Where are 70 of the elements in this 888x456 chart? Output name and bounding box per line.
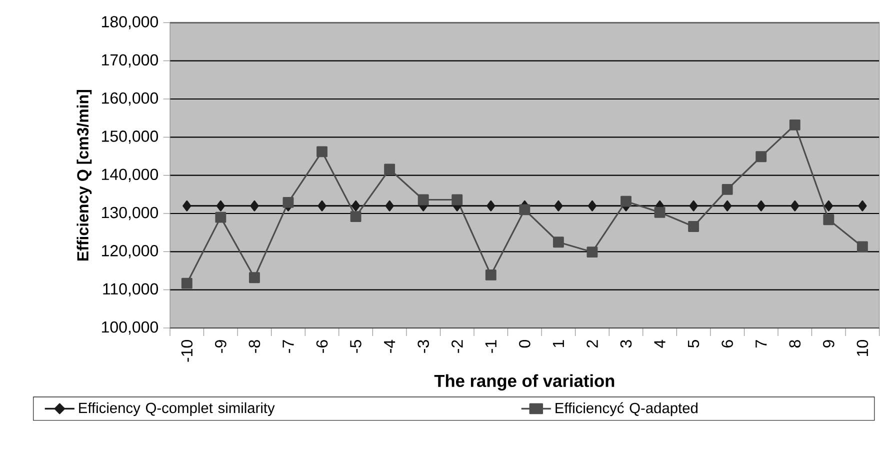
x-tick-label: -7 [282, 340, 294, 353]
point [182, 200, 192, 212]
y-tick-label: 180,000 [102, 16, 158, 30]
x-tick-label: 7 [756, 340, 767, 348]
legend-label: Efficiencyć Q-adapted [556, 402, 698, 416]
point [418, 194, 429, 206]
point [351, 200, 360, 212]
point [486, 200, 496, 212]
x-tick-label: 4 [654, 340, 666, 348]
x-tick-label: -1 [485, 340, 496, 353]
x-tick-label: 9 [823, 340, 834, 348]
point [181, 278, 192, 289]
x-tick-label: -6 [316, 340, 328, 353]
y-tick-label: 110,000 [103, 283, 158, 296]
point [554, 200, 563, 212]
point [654, 206, 666, 218]
y-axis-title: Efficiency Q [cm3/min] [76, 90, 92, 261]
x-tick-label: 5 [688, 340, 700, 348]
point [722, 184, 733, 195]
point [552, 236, 564, 248]
point [823, 214, 834, 226]
x-tick-label: -5 [350, 340, 362, 353]
point [620, 196, 632, 207]
point [689, 200, 698, 212]
point [485, 269, 496, 280]
point [250, 200, 259, 212]
x-tick-label: 0 [519, 340, 530, 348]
point [824, 200, 833, 212]
x-tick-label: -4 [384, 340, 396, 353]
point [790, 200, 800, 212]
point [586, 246, 598, 258]
point [723, 200, 732, 212]
y-tick-label: 130,000 [102, 206, 158, 220]
point [519, 204, 530, 216]
x-axis-title: The range of variation [434, 374, 614, 391]
y-tick-label: 160,000 [102, 92, 158, 106]
point [858, 200, 867, 212]
x-tick-label: -9 [215, 340, 226, 353]
point [384, 164, 396, 175]
point [588, 200, 597, 212]
point [856, 241, 868, 252]
point [316, 146, 328, 158]
x-tick-label: -10 [181, 340, 193, 362]
x-tick-label: 2 [586, 340, 598, 348]
y-tick-label: 120,000 [102, 245, 158, 258]
x-tick-label: -8 [248, 340, 260, 353]
point [385, 200, 394, 212]
point [688, 221, 700, 232]
x-tick-label: 1 [552, 340, 564, 348]
y-tick-label: 140,000 [102, 168, 158, 182]
point [215, 212, 226, 223]
point [282, 196, 294, 208]
point [756, 200, 766, 212]
point [350, 211, 362, 222]
point [756, 151, 767, 162]
x-tick-label: 10 [856, 340, 868, 356]
x-tick-label: -3 [418, 340, 429, 353]
x-tick-label: 8 [789, 340, 801, 348]
y-tick-label: 100,000 [102, 321, 158, 335]
x-tick-label: 3 [620, 340, 632, 348]
point [216, 200, 225, 212]
y-tick-label: 150,000 [102, 130, 158, 144]
point [789, 119, 800, 130]
point [248, 272, 260, 284]
x-tick-label: -2 [452, 340, 463, 353]
legend-label: Efficiency Q-complet similarity [79, 402, 275, 416]
x-tick-label: 6 [722, 340, 733, 348]
point [318, 200, 326, 212]
point [452, 194, 463, 206]
y-tick-label: 170,000 [102, 54, 158, 68]
